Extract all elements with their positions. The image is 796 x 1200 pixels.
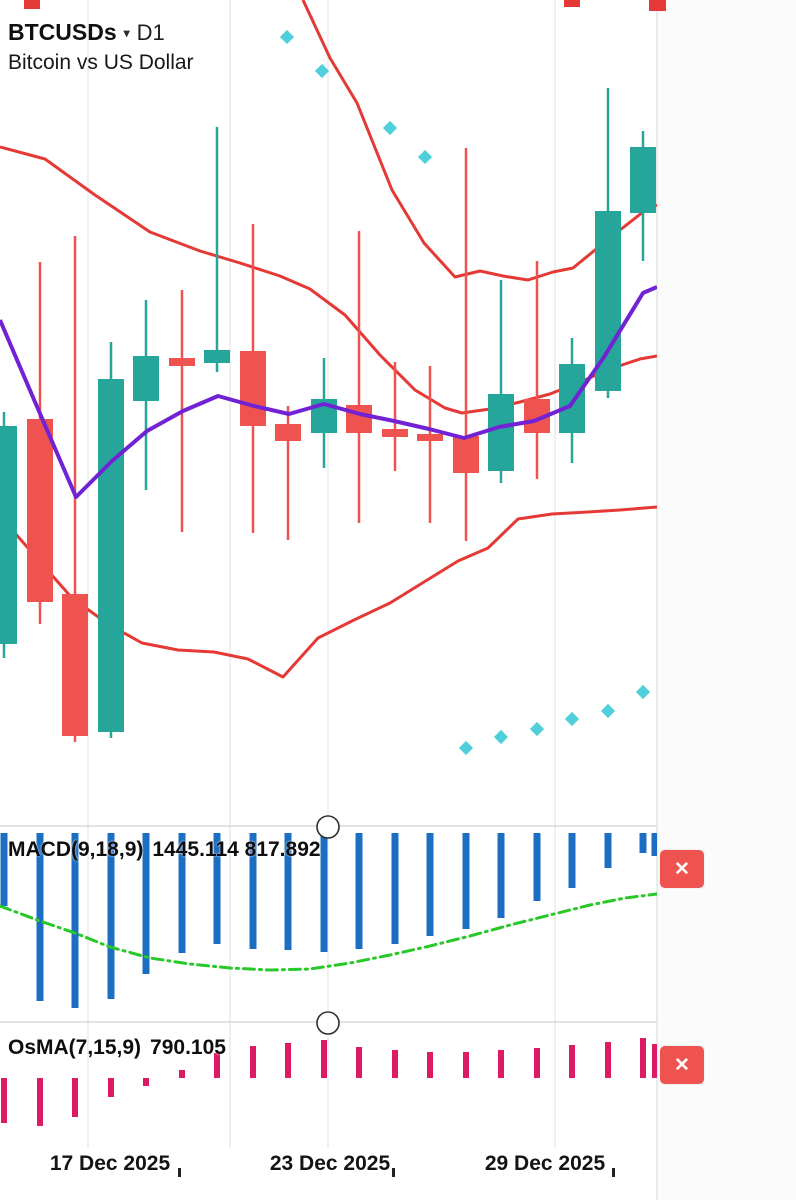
macd-bar	[604, 833, 612, 868]
osma-bar	[179, 1070, 185, 1078]
macd-indicator-label: MACD(9,18,9) 1445.114 817.892	[8, 838, 321, 862]
macd-bar	[178, 833, 186, 953]
top-marker	[24, 0, 40, 9]
macd-bar	[249, 833, 257, 949]
chevron-down-icon: ▾	[123, 25, 130, 40]
close-icon: ✕	[674, 1054, 690, 1076]
osma-bar	[534, 1048, 540, 1078]
diamond-marker	[600, 703, 616, 719]
osma-bar	[356, 1047, 362, 1078]
candle-body	[204, 350, 230, 363]
osma-bar	[605, 1042, 611, 1078]
diamond-marker	[529, 721, 545, 737]
macd-bar	[533, 833, 541, 901]
close-icon: ✕	[674, 858, 690, 880]
chart-content	[0, 0, 657, 1177]
right-margin	[657, 0, 796, 1200]
axis-tick	[178, 1168, 181, 1177]
top-marker	[649, 0, 666, 11]
symbol-selector[interactable]: BTCUSDs ▾ D1	[8, 18, 194, 47]
macd-bar	[651, 833, 657, 856]
x-axis-label: 29 Dec 2025	[484, 1152, 606, 1175]
diamond-marker	[493, 729, 509, 745]
candle-body	[488, 394, 514, 471]
symbol-description: Bitcoin vs US Dollar	[8, 50, 194, 74]
diamond-marker	[458, 740, 474, 756]
macd-bar	[462, 833, 470, 929]
osma-bar	[1, 1078, 7, 1123]
candle-body	[62, 594, 88, 736]
osma-bar	[652, 1044, 657, 1078]
macd-bar	[107, 833, 115, 999]
diamond-marker	[417, 149, 433, 165]
panel-resize-handle[interactable]	[316, 1011, 340, 1035]
candle-body	[275, 424, 301, 441]
osma-bar	[392, 1050, 398, 1078]
osma-indicator-label: OsMA(7,15,9) 790.105	[8, 1036, 226, 1060]
macd-bar	[36, 833, 44, 1001]
macd-bar	[568, 833, 576, 888]
osma-bar	[72, 1078, 78, 1117]
top-marker	[564, 0, 580, 7]
diamond-marker	[382, 120, 398, 136]
candle-body	[559, 364, 585, 433]
osma-bar	[463, 1052, 469, 1078]
osma-bar	[498, 1050, 504, 1078]
macd-bar	[391, 833, 399, 944]
candle-body	[0, 426, 17, 644]
osma-bar	[427, 1052, 433, 1078]
osma-bar	[108, 1078, 114, 1097]
candle-body	[417, 434, 443, 441]
macd-bar	[426, 833, 434, 936]
macd-bar	[284, 833, 292, 950]
macd-bar	[320, 833, 328, 952]
macd-bar	[355, 833, 363, 949]
symbol-name: BTCUSDs	[8, 19, 117, 45]
x-axis-label: 17 Dec 2025	[49, 1152, 171, 1175]
candle-body	[240, 351, 266, 426]
osma-values: 790.105	[150, 1036, 226, 1059]
candle-body	[382, 429, 408, 437]
candle-body	[133, 356, 159, 401]
osma-bar	[285, 1043, 291, 1078]
panel-resize-handle[interactable]	[316, 815, 340, 839]
macd-bar	[142, 833, 150, 974]
diamond-marker	[279, 29, 295, 45]
chart-header: BTCUSDs ▾ D1 Bitcoin vs US Dollar	[8, 18, 194, 76]
macd-name: MACD(9,18,9)	[8, 838, 144, 861]
axis-tick	[612, 1168, 615, 1177]
x-axis-label: 23 Dec 2025	[269, 1152, 391, 1175]
macd-bar	[213, 833, 221, 944]
osma-name: OsMA(7,15,9)	[8, 1036, 142, 1059]
macd-bar	[71, 833, 79, 1008]
diamond-marker	[314, 63, 330, 79]
osma-bar	[640, 1038, 646, 1078]
candle-body	[98, 379, 124, 732]
macd-bar	[639, 833, 647, 853]
candle-body	[630, 147, 656, 213]
osma-bar	[321, 1040, 327, 1078]
osma-bar	[37, 1078, 43, 1126]
candle-body	[169, 358, 195, 366]
diamond-marker	[635, 684, 651, 700]
macd-close-button[interactable]: ✕	[660, 850, 704, 888]
diamond-marker	[564, 711, 580, 727]
osma-bar	[214, 1053, 220, 1078]
osma-bar	[250, 1046, 256, 1078]
osma-bar	[569, 1045, 575, 1078]
macd-bar	[0, 833, 8, 906]
candle-body	[453, 436, 479, 473]
axis-tick	[392, 1168, 395, 1177]
macd-signal-line	[0, 892, 657, 972]
timeframe-label: D1	[136, 19, 165, 45]
osma-bar	[143, 1078, 149, 1086]
osma-close-button[interactable]: ✕	[660, 1046, 704, 1084]
ma-line	[0, 285, 657, 499]
candle-body	[27, 419, 53, 602]
macd-values: 1445.114 817.892	[152, 838, 321, 861]
macd-bar	[497, 833, 505, 918]
